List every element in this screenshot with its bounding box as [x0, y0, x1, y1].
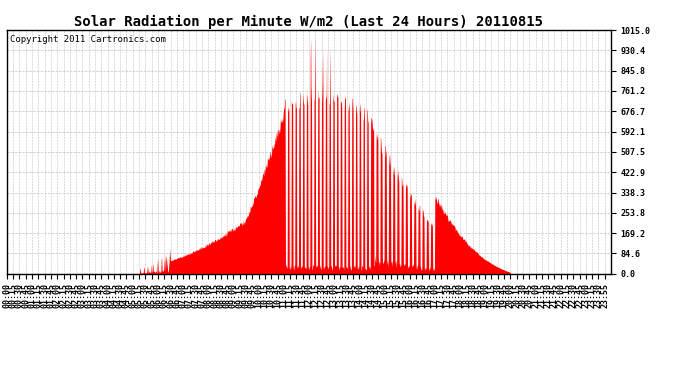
Text: Copyright 2011 Cartronics.com: Copyright 2011 Cartronics.com: [10, 35, 166, 44]
Title: Solar Radiation per Minute W/m2 (Last 24 Hours) 20110815: Solar Radiation per Minute W/m2 (Last 24…: [75, 15, 543, 29]
